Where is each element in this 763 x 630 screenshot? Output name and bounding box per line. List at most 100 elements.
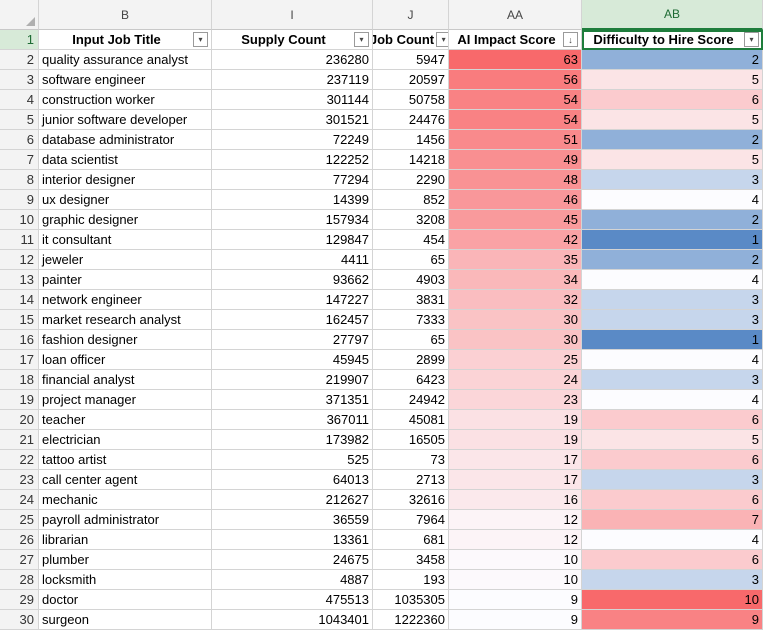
cell-job-title[interactable]: loan officer (39, 350, 212, 370)
cell-job-title[interactable]: locksmith (39, 570, 212, 590)
filter-dropdown-icon[interactable]: ▾ (744, 32, 759, 47)
cell-job-count[interactable]: 2899 (373, 350, 449, 370)
cell-job-count[interactable]: 2290 (373, 170, 449, 190)
cell-job-title[interactable]: tattoo artist (39, 450, 212, 470)
row-number[interactable]: 29 (0, 590, 39, 610)
cell-ai-impact-score[interactable]: 23 (449, 390, 582, 410)
cell-job-count[interactable]: 20597 (373, 70, 449, 90)
row-number[interactable]: 9 (0, 190, 39, 210)
filter-dropdown-icon[interactable]: ▾ (354, 32, 369, 47)
cell-job-title[interactable]: graphic designer (39, 210, 212, 230)
row-number[interactable]: 25 (0, 510, 39, 530)
cell-ai-impact-score[interactable]: 51 (449, 130, 582, 150)
cell-job-title[interactable]: it consultant (39, 230, 212, 250)
row-number[interactable]: 11 (0, 230, 39, 250)
row-number[interactable]: 16 (0, 330, 39, 350)
cell-job-title[interactable]: interior designer (39, 170, 212, 190)
cell-ai-impact-score[interactable]: 42 (449, 230, 582, 250)
cell-ai-impact-score[interactable]: 46 (449, 190, 582, 210)
cell-difficulty-to-hire-score[interactable]: 6 (582, 490, 763, 510)
filter-dropdown-icon[interactable]: ▾ (436, 32, 448, 47)
cell-difficulty-to-hire-score[interactable]: 2 (582, 130, 763, 150)
row-number[interactable]: 4 (0, 90, 39, 110)
cell-difficulty-to-hire-score[interactable]: 3 (582, 370, 763, 390)
column-header-i[interactable]: I (212, 0, 373, 30)
cell-ai-impact-score[interactable]: 24 (449, 370, 582, 390)
cell-job-title[interactable]: database administrator (39, 130, 212, 150)
cell-ai-impact-score[interactable]: 32 (449, 290, 582, 310)
column-header-b[interactable]: B (39, 0, 212, 30)
cell-difficulty-to-hire-score[interactable]: 3 (582, 170, 763, 190)
column-header-ab[interactable]: AB (582, 0, 763, 30)
header-cell-difficulty-to-hire-score[interactable]: Difficulty to Hire Score ▾ (582, 30, 763, 50)
row-number[interactable]: 8 (0, 170, 39, 190)
cell-ai-impact-score[interactable]: 25 (449, 350, 582, 370)
cell-ai-impact-score[interactable]: 54 (449, 110, 582, 130)
cell-job-title[interactable]: software engineer (39, 70, 212, 90)
cell-job-title[interactable]: quality assurance analyst (39, 50, 212, 70)
cell-ai-impact-score[interactable]: 30 (449, 310, 582, 330)
cell-difficulty-to-hire-score[interactable]: 4 (582, 390, 763, 410)
row-number[interactable]: 30 (0, 610, 39, 630)
cell-supply-count[interactable]: 77294 (212, 170, 373, 190)
cell-supply-count[interactable]: 162457 (212, 310, 373, 330)
cell-ai-impact-score[interactable]: 12 (449, 510, 582, 530)
row-number[interactable]: 26 (0, 530, 39, 550)
cell-job-count[interactable]: 193 (373, 570, 449, 590)
row-number[interactable]: 10 (0, 210, 39, 230)
cell-job-count[interactable]: 3458 (373, 550, 449, 570)
cell-supply-count[interactable]: 219907 (212, 370, 373, 390)
cell-supply-count[interactable]: 14399 (212, 190, 373, 210)
cell-ai-impact-score[interactable]: 34 (449, 270, 582, 290)
cell-job-count[interactable]: 852 (373, 190, 449, 210)
cell-difficulty-to-hire-score[interactable]: 3 (582, 470, 763, 490)
row-number[interactable]: 23 (0, 470, 39, 490)
cell-job-title[interactable]: market research analyst (39, 310, 212, 330)
cell-difficulty-to-hire-score[interactable]: 9 (582, 610, 763, 630)
cell-job-count[interactable]: 6423 (373, 370, 449, 390)
cell-job-count[interactable]: 65 (373, 250, 449, 270)
cell-job-count[interactable]: 65 (373, 330, 449, 350)
cell-job-title[interactable]: project manager (39, 390, 212, 410)
cell-ai-impact-score[interactable]: 17 (449, 470, 582, 490)
cell-job-count[interactable]: 7964 (373, 510, 449, 530)
header-cell-supply-count[interactable]: Supply Count ▾ (212, 30, 373, 50)
cell-difficulty-to-hire-score[interactable]: 4 (582, 270, 763, 290)
cell-supply-count[interactable]: 93662 (212, 270, 373, 290)
cell-job-count[interactable]: 4903 (373, 270, 449, 290)
row-number[interactable]: 27 (0, 550, 39, 570)
cell-ai-impact-score[interactable]: 9 (449, 610, 582, 630)
cell-supply-count[interactable]: 301144 (212, 90, 373, 110)
cell-job-count[interactable]: 3208 (373, 210, 449, 230)
cell-job-count[interactable]: 681 (373, 530, 449, 550)
cell-supply-count[interactable]: 122252 (212, 150, 373, 170)
cell-supply-count[interactable]: 301521 (212, 110, 373, 130)
cell-difficulty-to-hire-score[interactable]: 3 (582, 570, 763, 590)
row-number[interactable]: 12 (0, 250, 39, 270)
cell-job-title[interactable]: data scientist (39, 150, 212, 170)
cell-difficulty-to-hire-score[interactable]: 6 (582, 450, 763, 470)
cell-difficulty-to-hire-score[interactable]: 6 (582, 410, 763, 430)
cell-ai-impact-score[interactable]: 54 (449, 90, 582, 110)
cell-difficulty-to-hire-score[interactable]: 7 (582, 510, 763, 530)
cell-ai-impact-score[interactable]: 35 (449, 250, 582, 270)
cell-job-count[interactable]: 50758 (373, 90, 449, 110)
row-number[interactable]: 2 (0, 50, 39, 70)
row-number[interactable]: 18 (0, 370, 39, 390)
row-number[interactable]: 1 (0, 30, 39, 50)
cell-difficulty-to-hire-score[interactable]: 1 (582, 230, 763, 250)
cell-job-count[interactable]: 14218 (373, 150, 449, 170)
cell-supply-count[interactable]: 45945 (212, 350, 373, 370)
cell-job-title[interactable]: fashion designer (39, 330, 212, 350)
row-number[interactable]: 17 (0, 350, 39, 370)
cell-job-title[interactable]: payroll administrator (39, 510, 212, 530)
cell-supply-count[interactable]: 212627 (212, 490, 373, 510)
column-header-aa[interactable]: AA (449, 0, 582, 30)
cell-difficulty-to-hire-score[interactable]: 1 (582, 330, 763, 350)
cell-difficulty-to-hire-score[interactable]: 6 (582, 550, 763, 570)
cell-job-count[interactable]: 24942 (373, 390, 449, 410)
cell-supply-count[interactable]: 4887 (212, 570, 373, 590)
cell-job-title[interactable]: surgeon (39, 610, 212, 630)
cell-ai-impact-score[interactable]: 16 (449, 490, 582, 510)
row-number[interactable]: 15 (0, 310, 39, 330)
